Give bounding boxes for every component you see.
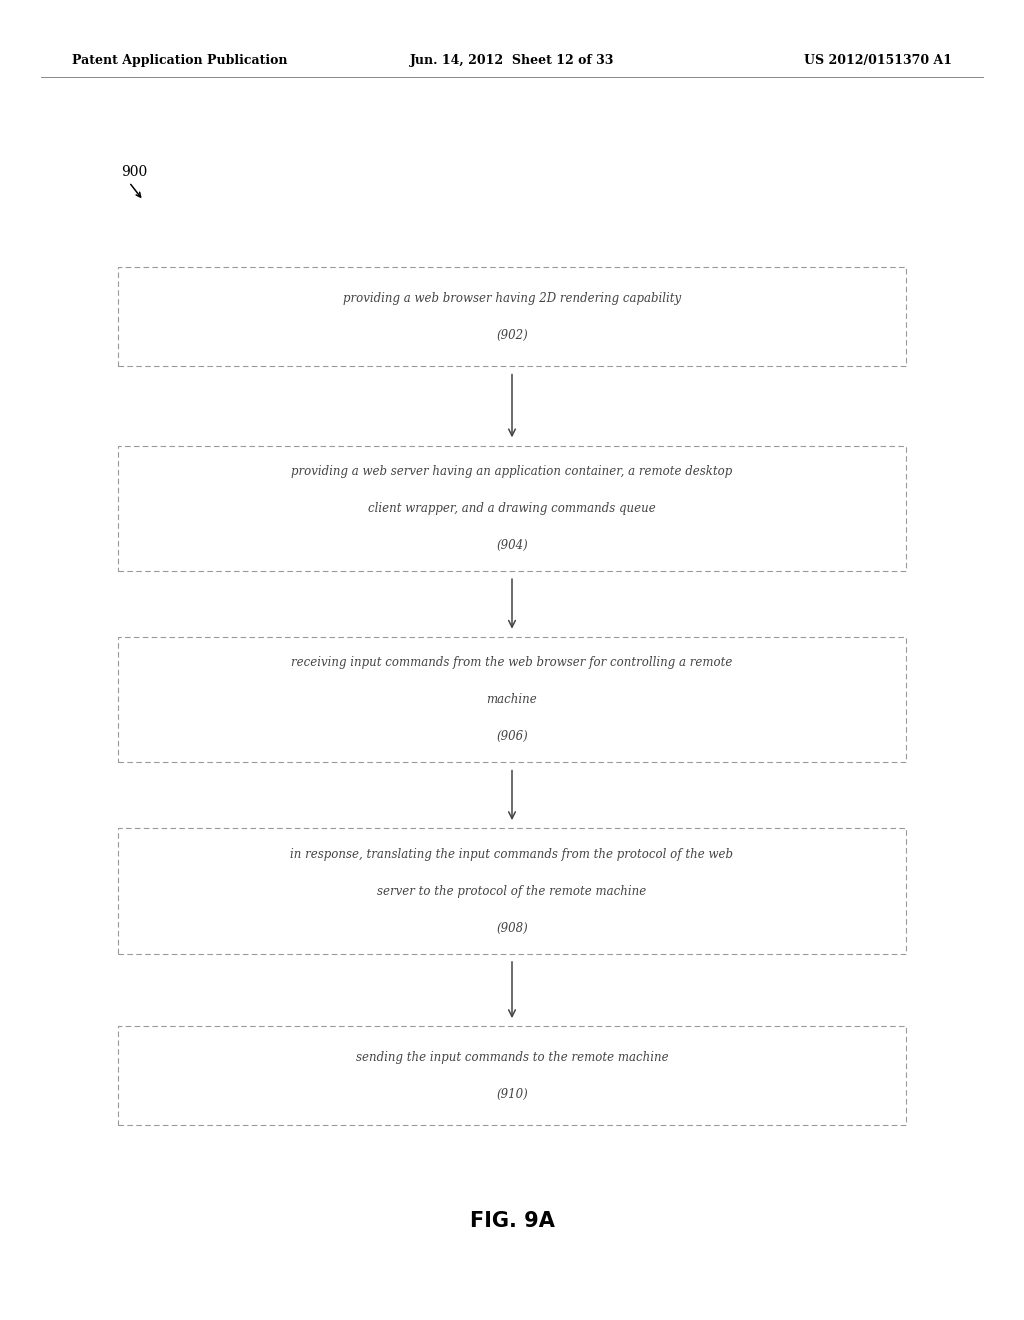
Text: in response, translating the input commands from the protocol of the web: in response, translating the input comma… bbox=[291, 847, 733, 861]
Text: 900: 900 bbox=[121, 165, 147, 178]
FancyArrowPatch shape bbox=[509, 962, 515, 1016]
Text: (906): (906) bbox=[496, 730, 528, 743]
Bar bbox=[118, 638, 906, 763]
Text: providing a web server having an application container, a remote desktop: providing a web server having an applica… bbox=[292, 465, 732, 478]
Text: US 2012/0151370 A1: US 2012/0151370 A1 bbox=[804, 54, 952, 67]
Bar bbox=[118, 446, 906, 570]
Text: receiving input commands from the web browser for controlling a remote: receiving input commands from the web br… bbox=[291, 656, 733, 669]
Text: Patent Application Publication: Patent Application Publication bbox=[72, 54, 287, 67]
Text: (910): (910) bbox=[496, 1088, 528, 1101]
Text: (904): (904) bbox=[496, 539, 528, 552]
Text: Jun. 14, 2012  Sheet 12 of 33: Jun. 14, 2012 Sheet 12 of 33 bbox=[410, 54, 614, 67]
Text: machine: machine bbox=[486, 693, 538, 706]
FancyArrowPatch shape bbox=[509, 579, 515, 627]
Text: providing a web browser having 2D rendering capability: providing a web browser having 2D render… bbox=[343, 292, 681, 305]
FancyArrowPatch shape bbox=[509, 375, 515, 436]
FancyArrowPatch shape bbox=[509, 771, 515, 818]
Text: client wrapper, and a drawing commands queue: client wrapper, and a drawing commands q… bbox=[368, 502, 656, 515]
Bar bbox=[118, 267, 906, 366]
Bar bbox=[118, 829, 906, 953]
Text: sending the input commands to the remote machine: sending the input commands to the remote… bbox=[355, 1051, 669, 1064]
Text: server to the protocol of the remote machine: server to the protocol of the remote mac… bbox=[378, 884, 646, 898]
Text: FIG. 9A: FIG. 9A bbox=[470, 1210, 554, 1232]
Bar bbox=[118, 1027, 906, 1125]
Text: (908): (908) bbox=[496, 921, 528, 935]
Text: (902): (902) bbox=[496, 329, 528, 342]
